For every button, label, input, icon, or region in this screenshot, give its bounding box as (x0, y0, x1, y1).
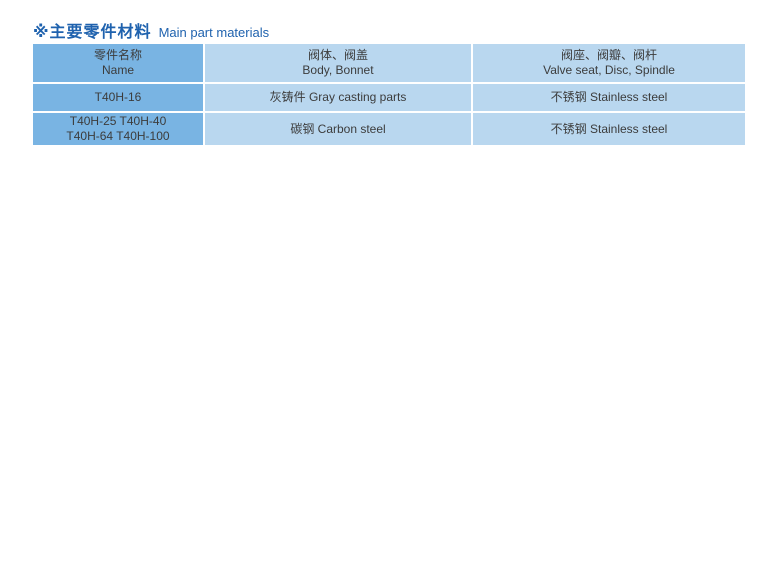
header-seat-disc-spindle-cn: 阀座、阀瓣、阀杆 (560, 48, 657, 62)
row1-name: T40H-16 (94, 90, 142, 104)
row2-cell-seat-disc-spindle: 不锈钢 Stainless steel (473, 113, 745, 145)
header-name-cn: 零件名称 (93, 48, 142, 62)
page-title: ※主要零件材料 Main part materials (33, 18, 269, 42)
page-title-cn: ※主要零件材料 (33, 24, 152, 41)
page-title-en: Main part materials (158, 25, 270, 40)
header-name-en: Name (101, 63, 134, 77)
row2-body-bonnet: 碳钢 Carbon steel (290, 121, 386, 136)
row1-cell-body-bonnet: 灰铸件 Gray casting parts (205, 84, 471, 111)
header-seat-disc-spindle-en: Valve seat, Disc, Spindle (543, 63, 675, 77)
row2-name-line2: T40H-64 T40H-100 (66, 129, 170, 143)
materials-table: 零件名称 Name 阀体、阀盖 Body, Bonnet 阀座、阀瓣、阀杆 Va… (33, 44, 745, 145)
row2-seat-disc-spindle: 不锈钢 Stainless steel (550, 121, 668, 136)
row2-cell-name: T40H-25 T40H-40 T40H-64 T40H-100 (33, 113, 203, 145)
header-cell-body-bonnet: 阀体、阀盖 Body, Bonnet (205, 44, 471, 82)
header-cell-seat-disc-spindle: 阀座、阀瓣、阀杆 Valve seat, Disc, Spindle (473, 44, 745, 82)
header-body-bonnet-cn: 阀体、阀盖 (307, 48, 368, 62)
row1-body-bonnet: 灰铸件 Gray casting parts (269, 90, 407, 104)
row2-cell-body-bonnet: 碳钢 Carbon steel (205, 113, 471, 145)
row1-seat-disc-spindle: 不锈钢 Stainless steel (550, 90, 668, 104)
header-body-bonnet-en: Body, Bonnet (302, 63, 374, 77)
row2-name-line1: T40H-25 T40H-40 (69, 114, 167, 128)
row1-cell-seat-disc-spindle: 不锈钢 Stainless steel (473, 84, 745, 111)
row1-cell-name: T40H-16 (33, 84, 203, 111)
header-cell-name: 零件名称 Name (33, 44, 203, 82)
